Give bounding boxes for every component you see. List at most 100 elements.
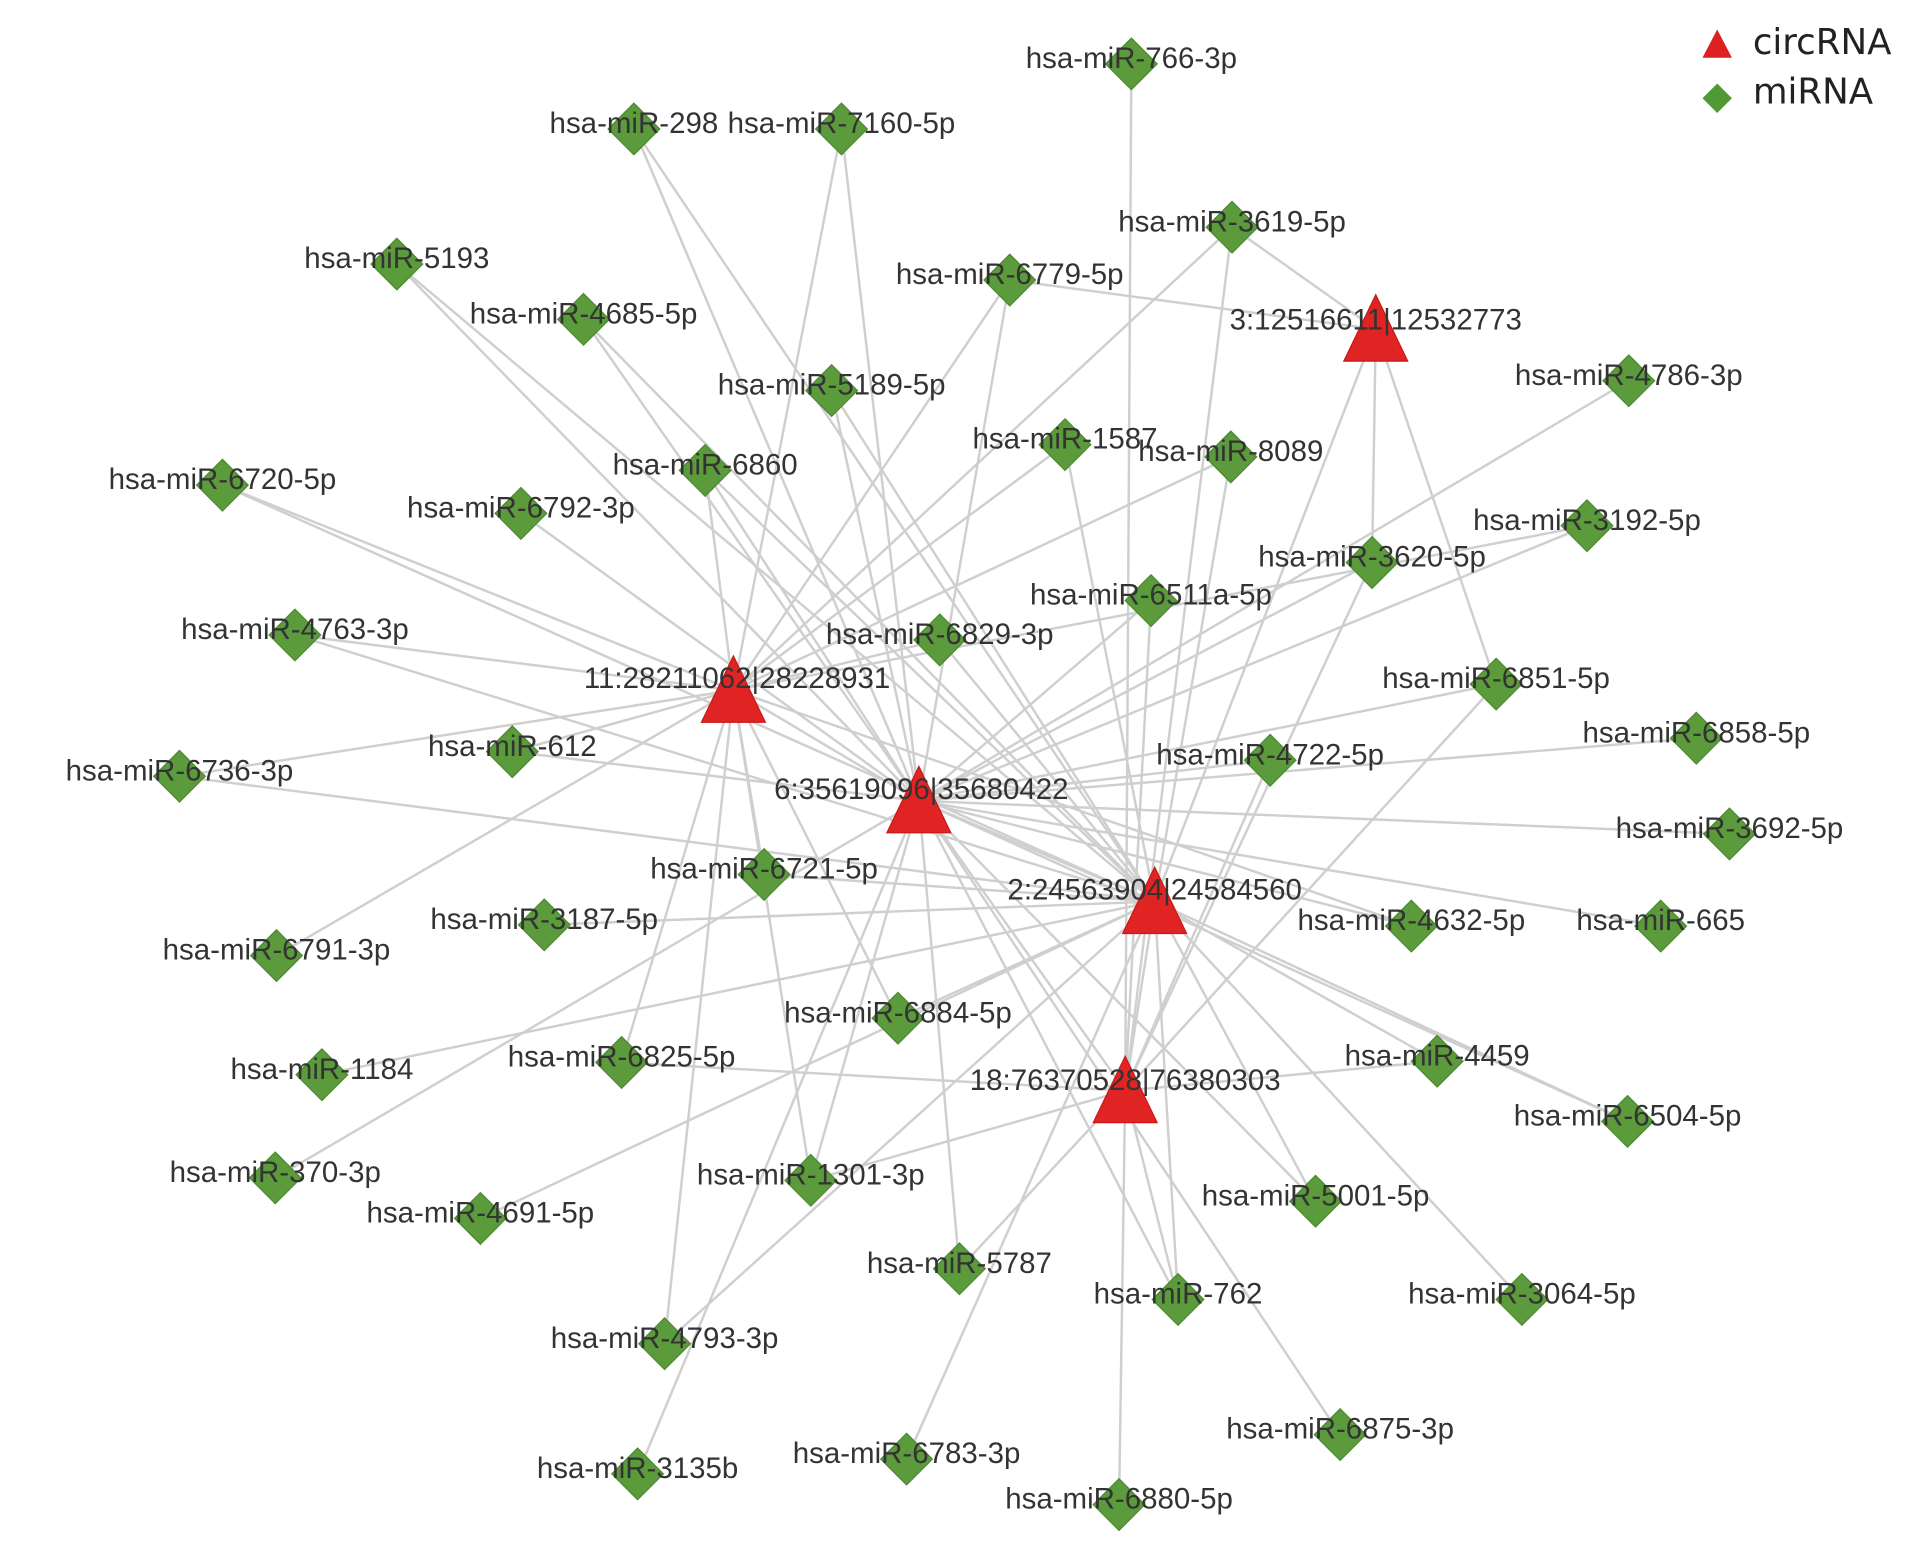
mirna-label: hsa-miR-4786-3p xyxy=(1515,359,1743,392)
edge xyxy=(732,226,1233,692)
edge xyxy=(1124,562,1374,1092)
mirna-node xyxy=(295,1048,349,1102)
mirna-node xyxy=(152,749,207,803)
mirna-label: hsa-miR-7160-5p xyxy=(728,107,956,140)
edge xyxy=(918,799,1156,903)
mirna-label: hsa-miR-8089 xyxy=(1138,435,1323,468)
edge xyxy=(274,799,920,1179)
edge xyxy=(1154,900,1629,1123)
edge xyxy=(663,900,1156,1345)
edge xyxy=(917,279,1011,802)
mirna-node xyxy=(1124,573,1178,628)
mirna-node xyxy=(370,237,424,291)
edge xyxy=(544,900,1155,927)
edge xyxy=(703,470,735,691)
mirna-label: hsa-miR-1301-3p xyxy=(697,1158,925,1191)
mirna-node xyxy=(913,613,967,667)
circrna-node xyxy=(885,765,952,834)
edge xyxy=(840,128,921,801)
mirna-node xyxy=(784,1153,838,1207)
mirna-label: hsa-miR-4632-5p xyxy=(1298,904,1526,937)
edge xyxy=(917,800,1127,1092)
circrna-label: 6:35619096|35680422 xyxy=(774,773,1068,806)
mirna-label: hsa-miR-5193 xyxy=(304,242,489,275)
mirna-node xyxy=(678,443,732,498)
mirna-label: hsa-miR-4722-5p xyxy=(1156,738,1384,771)
edge xyxy=(621,1061,1126,1092)
edge xyxy=(179,775,1155,903)
mirna-node xyxy=(607,102,661,156)
mirna-label: hsa-miR-370-3p xyxy=(170,1156,381,1189)
edge xyxy=(830,390,921,802)
legend-label: miRNA xyxy=(1753,71,1874,112)
edge xyxy=(704,469,920,802)
mirna-node xyxy=(268,608,322,662)
edge xyxy=(732,443,1066,692)
mirna-label: hsa-miR-1184 xyxy=(230,1053,413,1086)
edge xyxy=(1009,278,1376,331)
mirna-label: hsa-miR-3192-5p xyxy=(1473,504,1701,537)
edge xyxy=(1370,329,1377,563)
mirna-node xyxy=(1151,1272,1205,1327)
mirna-node xyxy=(1560,499,1614,553)
mirna-label: hsa-miR-3135b xyxy=(537,1452,738,1485)
mirna-node xyxy=(871,991,925,1045)
mirna-label: hsa-miR-1587 xyxy=(972,423,1157,456)
mirna-node xyxy=(879,1432,934,1486)
edge xyxy=(830,389,1156,903)
mirna-node xyxy=(1243,733,1297,787)
edge xyxy=(275,689,735,957)
mirna-label: hsa-miR-762 xyxy=(1094,1278,1263,1311)
mirna-label: hsa-miR-6860 xyxy=(613,449,798,482)
mirna-label: hsa-miR-6858-5p xyxy=(1582,716,1810,749)
edge xyxy=(704,469,1156,903)
mirna-node xyxy=(195,458,250,512)
mirna-label: hsa-miR-6851-5p xyxy=(1382,662,1610,695)
legend: circRNA miRNA xyxy=(1702,22,1892,113)
mirna-node xyxy=(1092,1477,1146,1532)
edge xyxy=(1123,227,1234,1091)
labels: hsa-miR-766-3p hsa-miR-298 hsa-miR-7160-5p… xyxy=(66,42,1844,1516)
edge xyxy=(918,799,1730,836)
mirna-node xyxy=(932,1242,987,1296)
mirna-label: hsa-miR-6791-3p xyxy=(163,934,391,967)
mirna-label: hsa-miR-6511a-5p xyxy=(1030,579,1272,612)
mirna-node xyxy=(1205,200,1259,254)
edge xyxy=(732,455,1232,692)
edge xyxy=(918,759,1271,803)
edge xyxy=(918,799,1412,928)
edge xyxy=(582,318,920,802)
legend-diamond xyxy=(1702,83,1732,113)
edge xyxy=(918,799,1661,928)
edge xyxy=(294,633,734,692)
edge xyxy=(511,689,734,753)
edge xyxy=(917,800,961,1269)
mirna-node xyxy=(248,1151,302,1205)
mirna-node xyxy=(1104,37,1159,91)
circrna-node xyxy=(700,654,767,723)
edge xyxy=(809,800,921,1181)
mirna-label: hsa-miR-6504-5p xyxy=(1514,1099,1742,1132)
mirna-label: hsa-miR-6875-3p xyxy=(1226,1413,1454,1446)
mirna-label: hsa-miR-298 xyxy=(550,107,719,140)
edge xyxy=(620,689,735,1063)
mirna-node xyxy=(983,253,1037,307)
edge xyxy=(1153,900,1317,1202)
edge xyxy=(918,799,1629,1123)
mirna-node xyxy=(249,928,304,983)
mirna-node xyxy=(1495,1272,1549,1327)
mirna-label: hsa-miR-3692-5p xyxy=(1616,812,1844,845)
edge xyxy=(1153,456,1233,902)
mirna-label: hsa-miR-3620-5p xyxy=(1258,541,1486,574)
mirna-label: hsa-miR-6779-5p xyxy=(896,258,1124,291)
mirna-node xyxy=(814,102,869,156)
mirna-label: hsa-miR-6792-3p xyxy=(407,491,635,524)
circrna-label: 2:24563904|24584560 xyxy=(1007,873,1301,906)
mirna-node xyxy=(594,1035,649,1090)
mirna-node xyxy=(1602,354,1656,408)
edge xyxy=(732,689,920,802)
mirna-node xyxy=(804,363,859,418)
edge xyxy=(632,128,1156,903)
edge xyxy=(1153,901,1180,1300)
edge xyxy=(917,800,1180,1301)
